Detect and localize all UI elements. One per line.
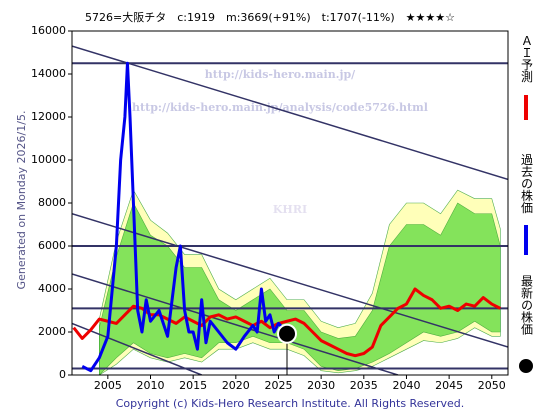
x-tick-label: 2035 [350, 379, 378, 392]
trend-line [72, 273, 399, 375]
y-tick-label: 16000 [31, 24, 66, 37]
footer: Copyright (c) Kids-Hero Research Institu… [116, 397, 465, 410]
legend-swatch [519, 359, 533, 373]
plot-frame [71, 30, 509, 376]
legend-label: 過去の株価 [520, 153, 534, 213]
x-tick-label: 2010 [136, 379, 164, 392]
watermark: http://kids-hero.main.jp/ [205, 68, 356, 81]
plot-layer: KHRI http://kids-hero.main.jp/http://kids… [72, 45, 508, 375]
watermark: http://kids-hero.main.jp/analysis/code57… [132, 101, 428, 114]
x-tick-label: 2045 [435, 379, 463, 392]
x-tick-label: 2040 [392, 379, 420, 392]
legend-label: 最新の株価 [520, 275, 534, 335]
x-tick-label: 2030 [307, 379, 335, 392]
y-tick-label: 8000 [38, 196, 66, 209]
trend-line [72, 322, 202, 375]
y-tick-label: 10000 [31, 153, 66, 166]
x-tick-label: 2005 [94, 379, 122, 392]
x-tick-label: 2020 [222, 379, 250, 392]
y-tick-label: 4000 [38, 282, 66, 295]
trend-line [72, 45, 508, 181]
x-tick-label: 2025 [264, 379, 292, 392]
y-tick-label: 14000 [31, 67, 66, 80]
y-tick-label: 0 [59, 368, 66, 381]
trend-line [72, 213, 508, 348]
watermark: KHRI [273, 203, 307, 216]
current-point [277, 323, 298, 344]
y-tick-label: 2000 [38, 325, 66, 338]
x-tick-label: 2050 [478, 379, 506, 392]
side-label: Generated on Monday 2026/1/5. [15, 111, 28, 290]
legend-label: ＡＩ予測 [520, 35, 534, 84]
x-tick-label: 2015 [179, 379, 207, 392]
chart-title: 5726=大阪チタ c:1919 m:3669(+91%) t:1707(-11… [85, 10, 455, 24]
y-tick-label: 6000 [38, 239, 66, 252]
series-line [81, 61, 289, 373]
y-tick-label: 12000 [31, 110, 66, 123]
